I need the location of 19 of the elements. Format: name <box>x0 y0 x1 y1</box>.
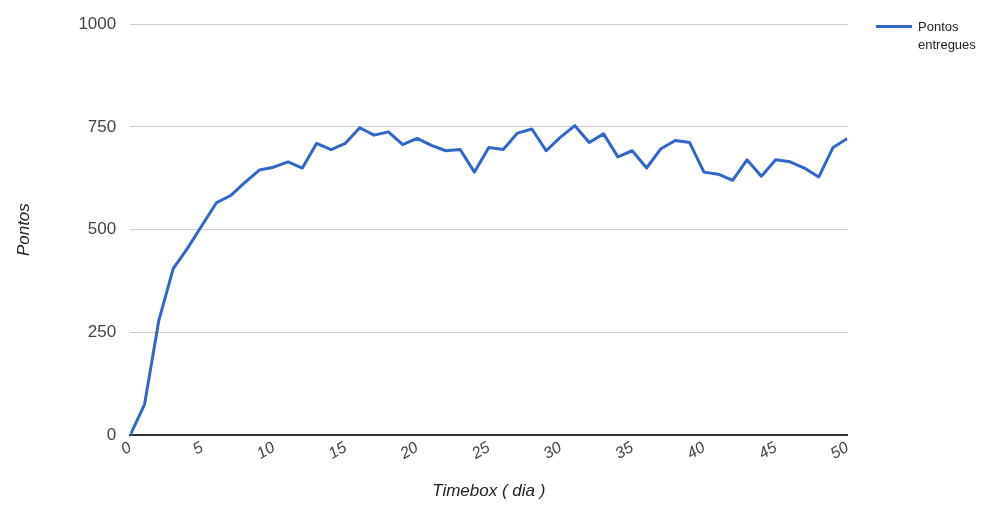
y-tick-label: 750 <box>87 116 117 136</box>
y-axis-title: Pontos <box>13 202 33 257</box>
x-axis-title: Timebox ( dia ) <box>432 480 546 500</box>
x-tick-label: 5 <box>189 438 206 458</box>
x-tick-label: 20 <box>396 438 421 463</box>
legend-label: Pontos entregues <box>918 18 977 54</box>
y-tick-label: 500 <box>87 219 117 239</box>
x-tick-label: 45 <box>755 438 780 462</box>
x-tick-label: 50 <box>827 438 852 462</box>
y-tick-label: 250 <box>87 322 117 342</box>
y-tick-label: 1000 <box>78 13 117 33</box>
x-tick-label: 15 <box>325 438 350 462</box>
x-tick-label: 40 <box>683 438 708 462</box>
x-tick-label: 25 <box>467 438 493 463</box>
y-tick-label: 0 <box>106 424 117 444</box>
x-tick-label: 30 <box>540 438 565 462</box>
x-tick-label: 0 <box>117 438 135 458</box>
x-tick-label: 10 <box>253 438 278 462</box>
x-tick-label: 35 <box>612 438 637 462</box>
